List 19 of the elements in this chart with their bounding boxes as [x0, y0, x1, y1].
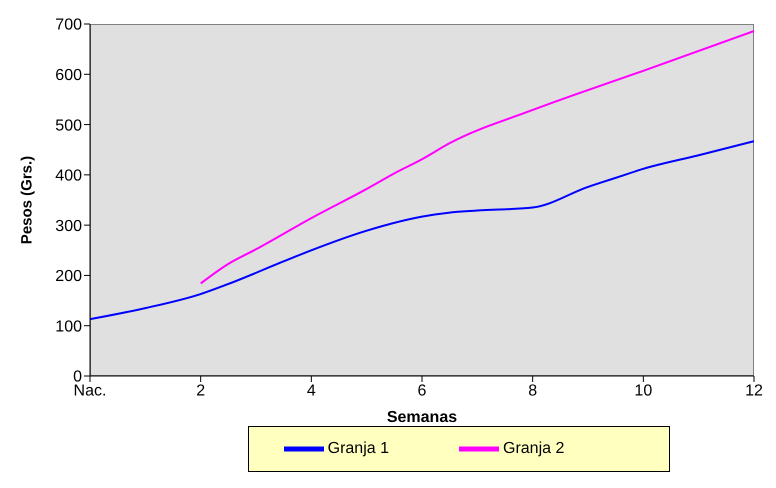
x-tick-label: 4 [306, 382, 316, 400]
y-tick-label: 200 [55, 268, 82, 286]
legend-label: Granja 2 [503, 440, 564, 458]
legend-label: Granja 1 [328, 440, 389, 458]
x-tick-label: 6 [418, 382, 427, 400]
x-tick-label: 8 [528, 382, 538, 400]
y-tick-label: 600 [55, 66, 82, 84]
y-tick-label: 100 [55, 318, 82, 336]
y-axis-title: Pesos (Grs.) [18, 156, 36, 244]
x-axis-title: Semanas [386, 409, 458, 426]
x-tick-label: 2 [196, 382, 206, 400]
y-tick-label: 700 [55, 16, 82, 34]
y-tick-label: 500 [55, 117, 82, 134]
x-tick-label: 12 [745, 382, 763, 400]
y-tick-label: 400 [55, 168, 82, 185]
x-tick-label: 10 [634, 382, 652, 400]
line-series [90, 140, 754, 320]
y-tick-label: 300 [55, 218, 82, 235]
line-series [200, 30, 754, 284]
